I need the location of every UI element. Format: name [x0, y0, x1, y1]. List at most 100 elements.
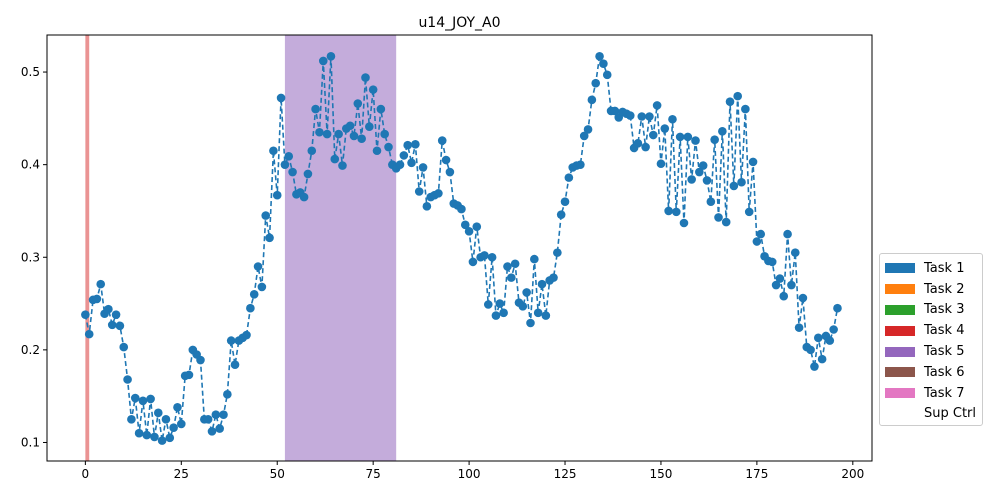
- data-point: [698, 161, 708, 170]
- x-tick-label: 150: [650, 467, 673, 481]
- data-point: [104, 304, 113, 314]
- data-point: [714, 213, 723, 222]
- data-point: [338, 161, 347, 170]
- legend-label: Task 4: [924, 323, 965, 339]
- data-point: [184, 370, 194, 380]
- data-point: [361, 73, 370, 82]
- data-point: [307, 146, 317, 156]
- data-point: [130, 393, 140, 403]
- data-point: [503, 262, 512, 271]
- legend-label: Sup Ctrl: [924, 406, 977, 422]
- data-point: [223, 390, 232, 399]
- y-tick-label: 0.3: [21, 250, 40, 264]
- x-tick-label: 175: [745, 467, 768, 481]
- data-point: [81, 310, 90, 319]
- x-tick-label: 100: [458, 467, 481, 481]
- legend-item: Task 5: [885, 341, 977, 362]
- data-point: [299, 192, 309, 202]
- data-point: [330, 154, 340, 164]
- legend-label: Task 1: [924, 260, 965, 276]
- data-point: [683, 132, 693, 142]
- data-point: [507, 273, 516, 282]
- data-point: [203, 415, 213, 424]
- data-point: [468, 257, 478, 267]
- data-point: [625, 111, 635, 120]
- legend-label: Task 6: [924, 364, 965, 380]
- legend-item: Task 4: [885, 320, 977, 341]
- legend-swatch: [885, 325, 915, 336]
- data-point: [169, 423, 178, 432]
- data-point: [457, 204, 466, 214]
- x-tick-label: 125: [554, 467, 577, 481]
- data-point: [315, 127, 324, 137]
- legend-item: Task 2: [885, 279, 977, 300]
- data-point: [518, 302, 528, 311]
- data-point: [288, 167, 297, 177]
- data-point: [150, 432, 159, 442]
- data-point: [602, 70, 612, 80]
- data-point: [587, 95, 597, 105]
- data-point: [138, 396, 148, 406]
- data-point: [718, 127, 727, 136]
- data-point: [691, 136, 700, 145]
- data-point: [127, 415, 136, 424]
- data-point: [648, 130, 658, 140]
- data-point: [368, 85, 378, 94]
- legend-swatch: [885, 367, 915, 378]
- legend-swatch: [885, 284, 915, 295]
- legend-swatch: [885, 388, 915, 399]
- data-point: [672, 207, 681, 217]
- data-point: [790, 248, 800, 257]
- data-point: [437, 136, 447, 145]
- legend-swatch: [885, 263, 915, 274]
- data-point: [96, 279, 106, 289]
- data-point: [829, 325, 838, 334]
- data-point: [783, 229, 792, 239]
- data-point: [280, 160, 290, 169]
- data-point: [161, 415, 171, 424]
- data-point: [411, 139, 420, 149]
- data-point: [111, 310, 121, 319]
- data-point: [372, 146, 382, 156]
- legend-swatch: [885, 304, 915, 315]
- data-point: [767, 257, 777, 267]
- data-point: [115, 321, 125, 331]
- legend: Task 1 Task 2 Task 3 Task 4 Task 5 Task 6 Task…: [879, 253, 983, 426]
- legend-label: Task 3: [924, 302, 965, 318]
- legend-item: Task 3: [885, 300, 977, 321]
- data-point: [380, 129, 389, 139]
- data-point: [123, 375, 132, 384]
- y-tick-label: 0.5: [21, 65, 40, 79]
- data-point: [794, 323, 804, 332]
- data-point: [549, 273, 558, 282]
- data-point: [810, 362, 819, 371]
- data-point: [153, 408, 163, 418]
- data-point: [576, 160, 585, 169]
- data-point: [349, 131, 359, 141]
- data-point: [553, 248, 562, 257]
- data-point: [322, 129, 332, 139]
- legend-item: Task 1: [885, 258, 977, 279]
- data-point: [710, 135, 719, 144]
- chart-title: u14_JOY_A0: [418, 15, 500, 31]
- shaded-regions: [85, 35, 397, 461]
- data-point: [817, 354, 827, 364]
- data-point: [177, 419, 186, 429]
- data-point: [407, 158, 416, 168]
- data-point: [610, 106, 620, 116]
- data-point: [119, 342, 129, 352]
- data-point: [272, 190, 282, 200]
- data-point: [269, 146, 278, 156]
- data-point: [541, 311, 551, 320]
- data-point: [664, 206, 673, 216]
- data-point: [464, 227, 474, 236]
- data-point: [196, 355, 205, 365]
- data-point: [334, 129, 343, 139]
- data-point: [679, 218, 689, 228]
- data-point: [633, 139, 643, 148]
- data-series: [81, 52, 842, 445]
- data-point: [522, 288, 531, 297]
- data-point: [441, 155, 451, 165]
- data-point: [246, 303, 255, 313]
